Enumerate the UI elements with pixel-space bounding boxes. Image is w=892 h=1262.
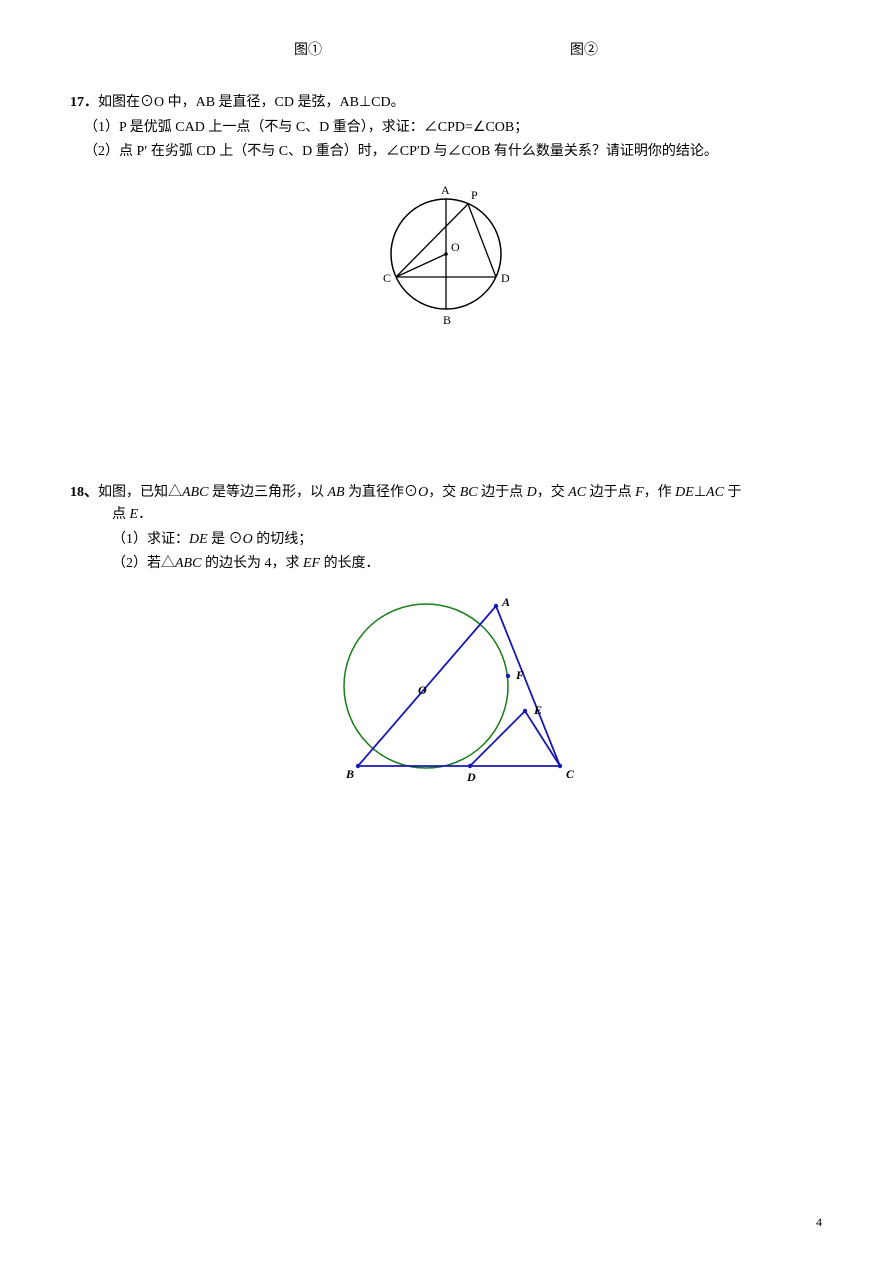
p18-p2-ef: EF: [303, 556, 320, 571]
svg-text:O: O: [418, 683, 427, 697]
fig2-label: 图②: [570, 40, 598, 62]
p18-ac2: AC: [706, 485, 724, 500]
p18-p1-mid: 是 ⊙: [208, 532, 243, 547]
problem-18-intro-line2: 点 E．: [70, 504, 822, 526]
p18-l2a: 点: [112, 507, 130, 522]
problem-18-intro-line1: 18、如图，已知△ABC 是等边三角形，以 AB 为直径作⊙O，交 BC 边于点…: [70, 482, 822, 504]
problem-17-intro-text: 如图在⊙O 中，AB 是直径，CD 是弦，AB⊥CD。: [98, 95, 405, 110]
p18-l2b: ．: [138, 507, 152, 522]
p18-t3: 为直径作⊙: [345, 485, 419, 500]
p18-t2: 是等边三角形，以: [208, 485, 327, 500]
fig1-label: 图①: [294, 40, 322, 62]
circle-diagram-17: A B C D P O: [371, 179, 521, 334]
problem-18-part2: （2）若△ABC 的边长为 4，求 EF 的长度．: [70, 553, 822, 575]
p18-t1: 如图，已知△: [98, 485, 182, 500]
p18-ac: AC: [568, 485, 586, 500]
svg-text:O: O: [451, 240, 460, 254]
svg-text:C: C: [383, 271, 391, 285]
p18-e: E: [130, 507, 139, 522]
p18-t6: ，交: [537, 485, 569, 500]
problem-17-diagram: A B C D P O: [70, 179, 822, 342]
p18-o: O: [418, 485, 428, 500]
svg-text:A: A: [501, 595, 510, 609]
p18-f: F: [635, 485, 644, 500]
svg-text:C: C: [566, 767, 575, 781]
p18-p2-prefix: （2）若△: [112, 556, 175, 571]
p18-t4: ，交: [428, 485, 460, 500]
p18-p1-de: DE: [189, 532, 208, 547]
p18-t10: 于: [724, 485, 742, 500]
p18-p2-mid: 的边长为 4，求: [201, 556, 303, 571]
svg-text:D: D: [501, 271, 510, 285]
svg-text:B: B: [443, 313, 451, 327]
p18-ab: AB: [327, 485, 344, 500]
triangle-circle-diagram-18: A B C D F E O: [330, 586, 590, 786]
problem-18-part1: （1）求证：DE 是 ⊙O 的切线；: [70, 529, 822, 551]
p18-bc: BC: [460, 485, 478, 500]
page-number: 4: [816, 1213, 822, 1232]
svg-text:P: P: [471, 188, 478, 202]
problem-18-number: 18、: [70, 485, 98, 500]
problem-17-part1: （1）P 是优弧 CAD 上一点（不与 C、D 重合），求证：∠CPD=∠COB…: [70, 117, 822, 139]
p18-p2-suffix: 的长度．: [320, 556, 380, 571]
p18-t8: ，作: [644, 485, 676, 500]
p18-p2-abc: ABC: [175, 556, 201, 571]
problem-17-number: 17．: [70, 95, 98, 110]
svg-text:F: F: [515, 668, 524, 682]
p18-de: DE: [675, 485, 694, 500]
problem-18: 18、如图，已知△ABC 是等边三角形，以 AB 为直径作⊙O，交 BC 边于点…: [70, 482, 822, 794]
p18-abc: ABC: [182, 485, 208, 500]
problem-17-intro: 17．如图在⊙O 中，AB 是直径，CD 是弦，AB⊥CD。: [70, 92, 822, 114]
svg-text:E: E: [533, 703, 542, 717]
figure-labels-row: 图① 图②: [70, 40, 822, 62]
problem-17-part2: （2）点 P′ 在劣弧 CD 上（不与 C、D 重合）时，∠CP′D 与∠COB…: [70, 141, 822, 163]
p18-t5: 边于点: [478, 485, 527, 500]
svg-text:A: A: [441, 183, 450, 197]
svg-text:B: B: [345, 767, 354, 781]
problem-17: 17．如图在⊙O 中，AB 是直径，CD 是弦，AB⊥CD。 （1）P 是优弧 …: [70, 92, 822, 342]
p18-t9: ⊥: [694, 485, 706, 500]
p18-p1-prefix: （1）求证：: [112, 532, 189, 547]
p18-p1-suffix: 的切线；: [253, 532, 313, 547]
p18-p1-o: O: [243, 532, 253, 547]
svg-text:D: D: [466, 770, 476, 784]
p18-t7: 边于点: [586, 485, 635, 500]
p18-d: D: [527, 485, 537, 500]
problem-18-diagram: A B C D F E O: [70, 586, 822, 794]
